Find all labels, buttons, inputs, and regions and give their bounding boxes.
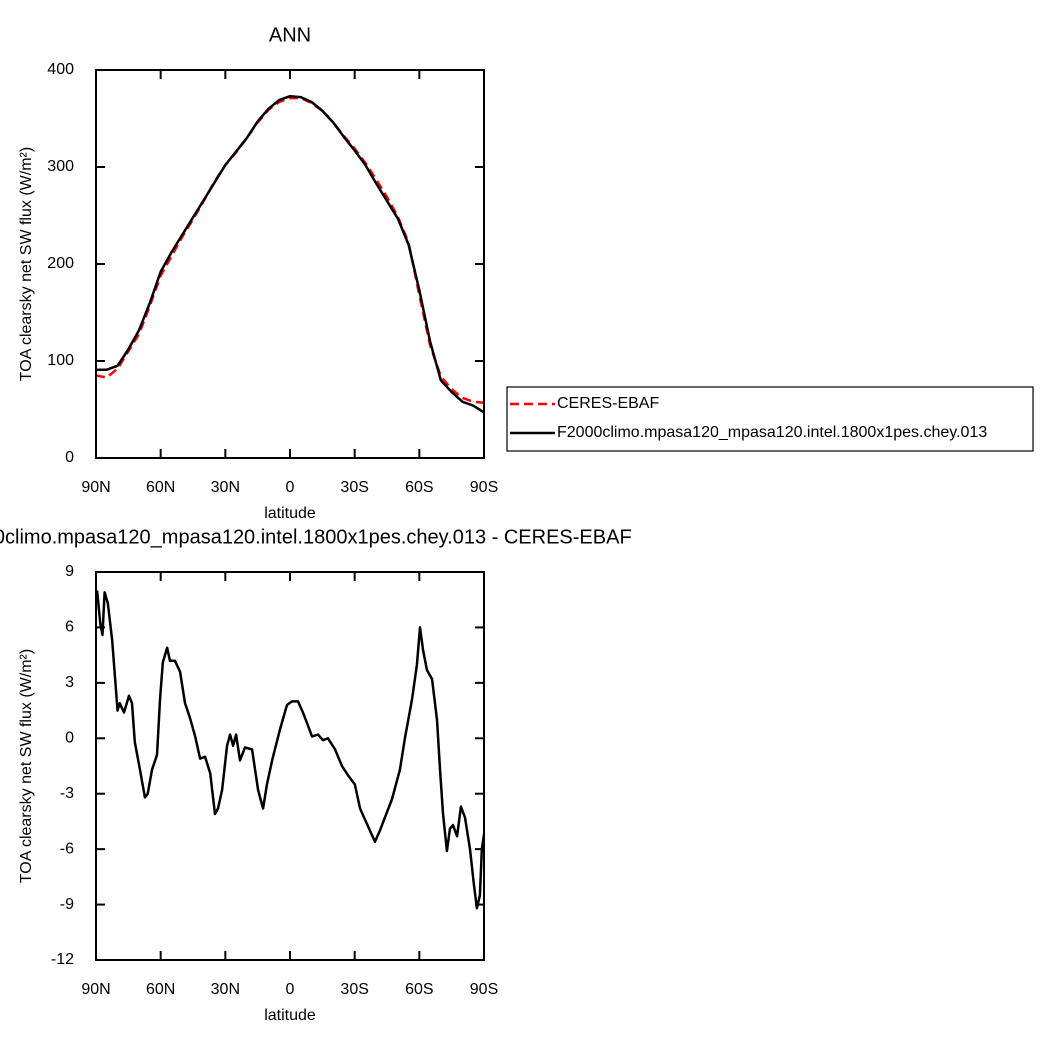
data-line [95,590,486,910]
y-axis-label: TOA clearsky net SW flux (W/m²) [18,649,35,883]
y-tick-label: 300 [47,158,74,175]
chart-title: F2000climo.mpasa120_mpasa120.intel.1800x… [0,526,632,548]
y-tick-label: 3 [65,674,74,691]
x-tick-label: 60S [405,479,433,496]
chart-title: ANN [269,24,311,46]
y-tick-label: 6 [65,619,74,636]
x-tick-label: 0 [286,479,295,496]
legend-box [506,386,1034,452]
x-axis-label: latitude [264,505,316,522]
x-tick-label: 30S [340,479,368,496]
y-tick-label: 200 [47,255,74,272]
y-tick-label: -3 [60,785,74,802]
x-tick-label: 60N [146,479,175,496]
x-tick-label: 30S [340,981,368,998]
data-line [95,96,485,404]
y-tick-label: 0 [65,730,74,747]
x-tick-label: 30N [211,479,240,496]
data-line [96,94,485,414]
x-tick-label: 60N [146,981,175,998]
x-tick-label: 60S [405,981,433,998]
y-tick-label: 100 [47,352,74,369]
legend-label: CERES-EBAF [557,395,659,412]
y-tick-label: -9 [60,896,74,913]
x-tick-label: 90N [81,479,110,496]
x-tick-label: 30N [211,981,240,998]
y-tick-label: 400 [47,61,74,78]
x-axis-label: latitude [264,1007,316,1024]
x-tick-label: 90N [81,981,110,998]
x-tick-label: 0 [286,981,295,998]
y-tick-label: -12 [51,951,74,968]
x-tick-label: 90S [470,981,498,998]
y-axis-label: TOA clearsky net SW flux (W/m²) [18,147,35,381]
y-tick-label: 0 [65,449,74,466]
y-tick-label: -6 [60,840,74,857]
plot-frame [95,571,485,961]
plot-frame [95,69,485,459]
x-tick-label: 90S [470,479,498,496]
y-tick-label: 9 [65,563,74,580]
legend-label: F2000climo.mpasa120_mpasa120.intel.1800x… [557,424,987,441]
